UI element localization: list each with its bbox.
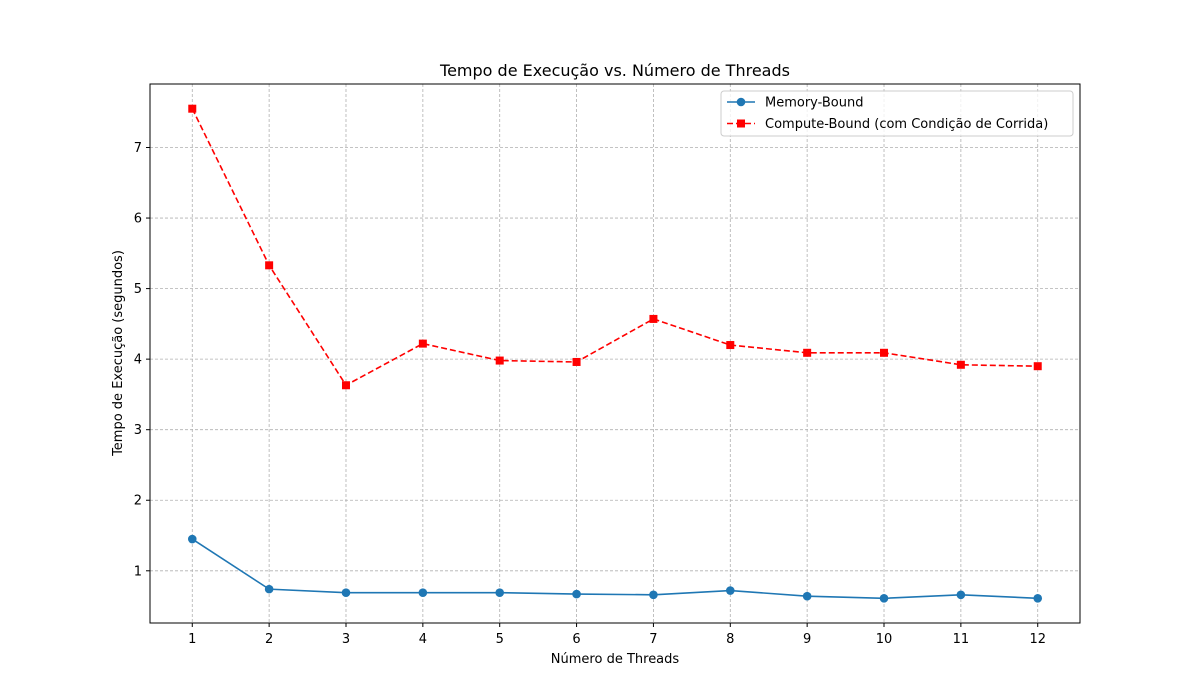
data-point xyxy=(572,357,581,366)
y-axis-label: Tempo de Execução (segundos) xyxy=(111,250,126,457)
data-point xyxy=(956,360,965,369)
data-point xyxy=(725,586,735,595)
data-point xyxy=(341,588,351,597)
series-compute-bound xyxy=(188,104,1042,390)
legend-label: Memory-Bound xyxy=(765,96,863,111)
series-line xyxy=(191,108,1038,387)
data-point xyxy=(956,590,966,600)
x-tick-label: 2 xyxy=(265,632,273,647)
x-tick-label: 11 xyxy=(953,632,970,647)
series-memory-bound xyxy=(187,534,1043,603)
y-tick-label: 6 xyxy=(134,212,142,227)
legend-entry: Compute-Bound (com Condição de Corrida) xyxy=(727,117,1048,132)
data-point xyxy=(726,341,735,350)
x-tick-label: 8 xyxy=(726,632,734,647)
x-tick-label: 4 xyxy=(419,632,427,647)
data-point xyxy=(880,348,889,357)
series-line xyxy=(191,538,1038,600)
chart-title: Tempo de Execução vs. Número de Threads xyxy=(439,61,790,80)
x-tick-label: 3 xyxy=(342,632,350,647)
grid xyxy=(150,84,1080,623)
data-point xyxy=(187,534,197,544)
data-point xyxy=(649,314,658,323)
x-axis-label: Número de Threads xyxy=(551,652,680,667)
data-point xyxy=(495,588,505,597)
legend-marker xyxy=(736,97,746,107)
legend-box xyxy=(720,90,1074,137)
y-tick-label: 1 xyxy=(134,564,142,579)
series-layer xyxy=(187,104,1043,603)
legend: Memory-Bound Compute-Bound (com Condição … xyxy=(720,90,1074,137)
data-point xyxy=(802,591,812,601)
data-point xyxy=(1033,594,1043,603)
data-point xyxy=(879,594,889,603)
legend-marker xyxy=(737,119,745,128)
data-point xyxy=(341,381,350,390)
legend-label: Compute-Bound (com Condição de Corrida) xyxy=(765,117,1048,132)
y-tick-label: 5 xyxy=(134,282,142,297)
data-point xyxy=(265,261,274,270)
data-point xyxy=(264,584,274,594)
data-point xyxy=(418,339,427,348)
data-point xyxy=(188,104,197,113)
x-tick-label: 6 xyxy=(572,632,580,647)
data-point xyxy=(495,356,504,365)
y-tick-label: 4 xyxy=(134,353,142,368)
x-tick-label: 7 xyxy=(649,632,657,647)
x-tick-label: 1 xyxy=(188,632,196,647)
plot-area xyxy=(149,83,1081,624)
x-tick-label: 10 xyxy=(876,632,893,647)
data-point xyxy=(418,588,428,597)
data-point xyxy=(803,348,812,357)
data-point xyxy=(572,589,581,599)
data-point xyxy=(649,590,658,600)
x-tick-label: 12 xyxy=(1029,632,1046,647)
x-tick-label: 9 xyxy=(803,632,811,647)
y-tick-label: 7 xyxy=(134,141,142,156)
y-tick-label: 3 xyxy=(134,423,142,438)
x-tick-label: 5 xyxy=(496,632,504,647)
data-point xyxy=(1033,362,1042,371)
legend-entry: Memory-Bound xyxy=(727,96,863,111)
y-tick-label: 2 xyxy=(134,494,142,509)
